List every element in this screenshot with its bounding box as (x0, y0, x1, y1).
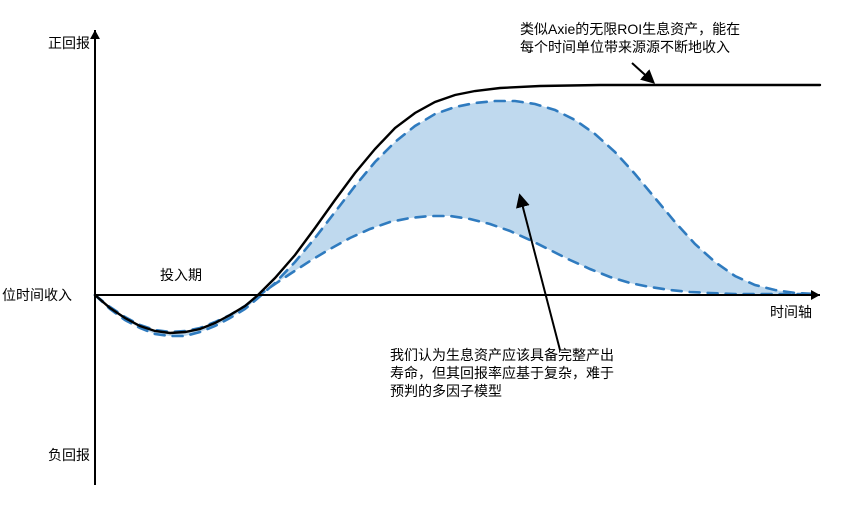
annotation-top-line: 类似Axie的无限ROI生息资产，能在 (520, 21, 740, 37)
y-label-top: 正回报 (48, 35, 90, 51)
annotation-bottom-line: 我们认为生息资产应该具备完整产出 (390, 347, 614, 363)
annotation-bottom-line: 预判的多因子模型 (390, 383, 502, 399)
annotation-top-line: 每个时间单位带来源源不断地收入 (520, 39, 730, 55)
y-label-bottom: 负回报 (48, 447, 90, 463)
y-label-mid: 位时间收入 (2, 287, 72, 303)
invest-period-label: 投入期 (160, 267, 202, 283)
x-label-end: 时间轴 (770, 304, 812, 320)
annotation-bottom-line: 寿命，但其回报率应基于复杂，难于 (390, 365, 614, 381)
roi-concept-chart: 正回报位时间收入负回报 时间轴 投入期 类似Axie的无限ROI生息资产，能在每个时间… (0, 0, 850, 525)
